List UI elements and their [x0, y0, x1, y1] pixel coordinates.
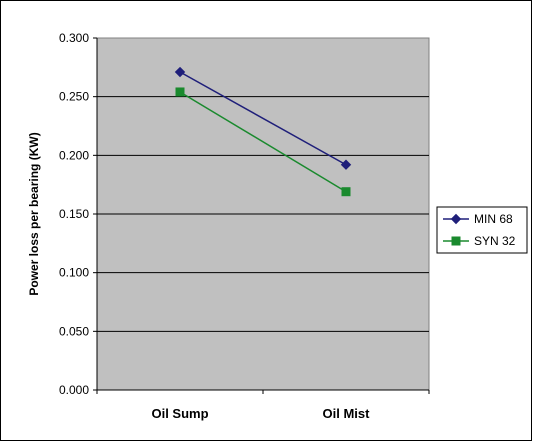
legend-entry: MIN 68 [443, 212, 513, 226]
x-tick-label: Oil Sump [151, 406, 208, 421]
legend-label: SYN 32 [474, 234, 516, 248]
legend-marker [450, 213, 462, 225]
y-tick-label: 0.200 [59, 148, 89, 162]
y-tick-label: 0.000 [59, 383, 89, 397]
x-tick-label: Oil Mist [323, 406, 371, 421]
y-tick-label: 0.300 [59, 31, 89, 45]
legend-entry: SYN 32 [443, 234, 516, 248]
data-point [340, 159, 352, 170]
y-tick-label: 0.100 [59, 266, 89, 280]
y-tick-label: 0.050 [59, 324, 89, 338]
data-point [175, 87, 185, 97]
legend: MIN 68 SYN 32 [443, 212, 516, 248]
series-line [179, 71, 347, 166]
gridlines [97, 96, 429, 332]
y-tick-label: 0.250 [59, 90, 89, 104]
data-point [174, 66, 186, 78]
legend-marker [451, 236, 461, 246]
series-line [179, 91, 347, 193]
y-tick-label: 0.150 [59, 207, 89, 221]
y-tick-labels: 0.000 0.050 0.100 0.150 0.200 0.250 0.300 [59, 31, 429, 397]
series-layer [174, 66, 352, 197]
data-point [341, 187, 351, 197]
series-1 [174, 66, 352, 170]
y-axis-label: Power loss per bearing (KW) [27, 132, 41, 295]
x-tick-labels: Oil Sump Oil Mist [96, 390, 430, 421]
series-2 [175, 87, 351, 197]
legend-label: MIN 68 [474, 212, 513, 226]
